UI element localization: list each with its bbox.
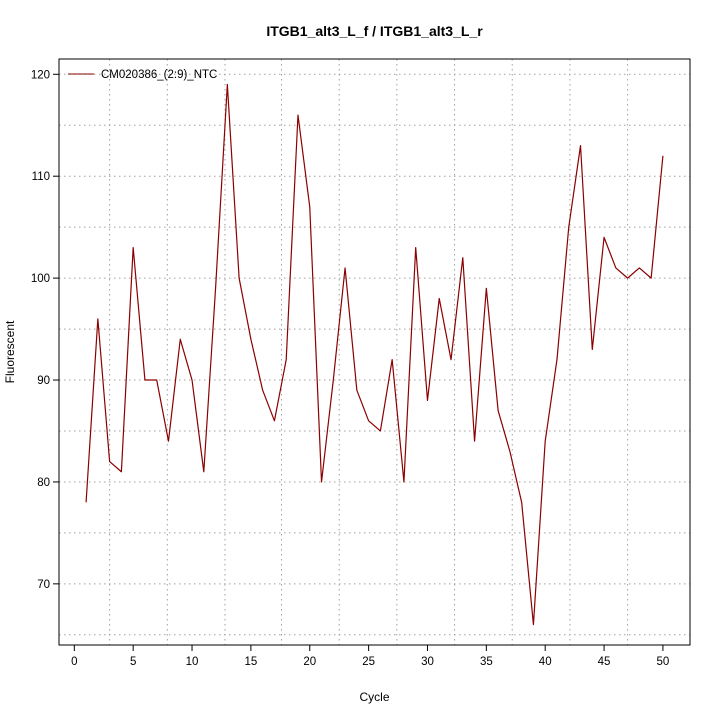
y-tick-label: 100 — [31, 273, 50, 285]
y-tick-label: 70 — [37, 579, 50, 591]
grid-lines — [59, 59, 690, 645]
legend-label: CM020386_(2:9)_NTC — [101, 69, 217, 81]
x-tick-label: 30 — [421, 656, 434, 668]
data-series-layer — [85, 83, 664, 626]
legend: CM020386_(2:9)_NTC — [68, 69, 217, 81]
y-axis-label: Fluorescent — [3, 320, 17, 383]
series-line — [85, 83, 664, 626]
chart-title: ITGB1_alt3_L_f / ITGB1_alt3_L_r — [266, 23, 483, 39]
plot-frame — [58, 58, 691, 646]
x-tick-label: 20 — [303, 656, 316, 668]
x-tick-label: 10 — [186, 656, 199, 668]
x-tick-label: 50 — [657, 656, 670, 668]
x-tick-label: 0 — [71, 656, 77, 668]
y-tick-label: 90 — [37, 375, 50, 387]
y-tick-label: 110 — [32, 171, 50, 183]
y-tick-label: 80 — [37, 477, 50, 489]
x-tick-label: 40 — [539, 656, 552, 668]
x-tick-label: 25 — [362, 656, 375, 668]
x-tick-label: 15 — [244, 656, 257, 668]
x-tick-label: 5 — [130, 656, 136, 668]
x-axis-label: Cycle — [359, 690, 389, 704]
y-tick-label: 120 — [31, 69, 50, 81]
x-tick-label: 45 — [598, 656, 611, 668]
axes: 0 5 10 15 20 25 30 35 40 45 50 70 80 90 100 110 120 — [31, 69, 670, 668]
x-tick-label: 35 — [480, 656, 493, 668]
